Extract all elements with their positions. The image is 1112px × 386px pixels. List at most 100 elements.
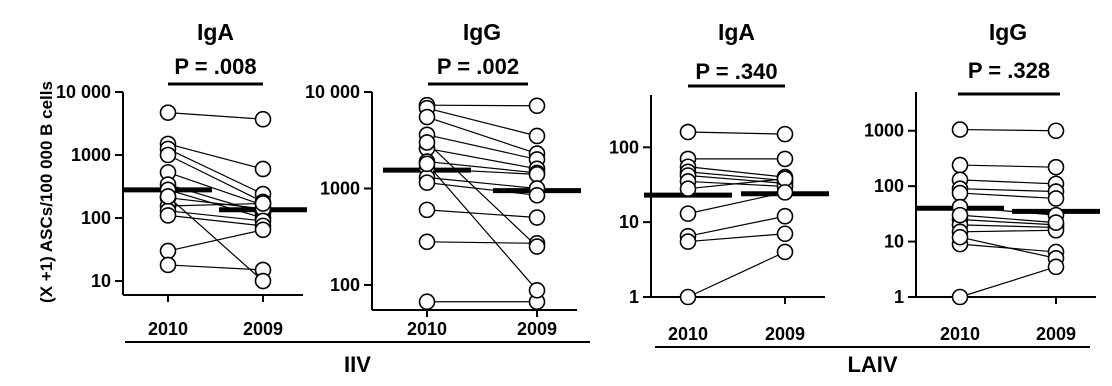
data-point [776, 170, 794, 188]
pair-line [167, 148, 264, 195]
data-point [418, 293, 436, 311]
pair-line [167, 112, 264, 120]
pair-line [167, 264, 264, 271]
data-point [528, 186, 546, 204]
panel-title: IgG [463, 19, 501, 45]
pair-line [426, 142, 538, 247]
y-tick-label: 10 [884, 232, 904, 252]
pair-line [167, 189, 264, 219]
pair-line [959, 188, 1057, 193]
data-point [418, 134, 436, 151]
pair-line [167, 210, 264, 222]
data-point [528, 238, 546, 255]
data-point [776, 125, 794, 143]
y-tick-label: 100 [330, 275, 360, 295]
data-point [776, 225, 794, 243]
pair-line [167, 202, 264, 207]
data-point [776, 150, 794, 168]
pair-line [959, 236, 1057, 259]
data-point [159, 256, 177, 274]
data-point [254, 160, 272, 178]
y-tick-label: 1000 [864, 121, 904, 141]
data-point [951, 156, 969, 174]
data-point [254, 110, 272, 128]
data-point [159, 188, 177, 205]
pair-line [959, 266, 1057, 298]
data-point [1047, 258, 1065, 276]
x-tick-label: 2010 [668, 324, 708, 344]
x-tick-label: 2010 [940, 324, 980, 344]
data-point [418, 233, 436, 251]
data-point [418, 155, 436, 173]
panel-title: IgA [718, 19, 755, 45]
data-point [528, 166, 546, 183]
data-point [1047, 190, 1065, 207]
pair-line [959, 229, 1057, 233]
data-point [951, 206, 969, 224]
data-point [1047, 122, 1065, 140]
pair-line [687, 174, 786, 184]
pair-line [687, 166, 786, 178]
data-point [951, 228, 969, 246]
data-point [679, 233, 697, 250]
p-value-label: P = .008 [174, 54, 256, 79]
y-tick-label: 1000 [320, 178, 360, 198]
data-point [776, 207, 794, 225]
pair-line [959, 192, 1057, 200]
pair-line [167, 229, 264, 252]
pair-line [687, 131, 786, 135]
panel-title: IgA [197, 19, 234, 45]
data-point [254, 272, 272, 290]
y-tick-label: 100 [609, 137, 639, 157]
data-point [679, 180, 697, 197]
pair-line [167, 195, 264, 282]
data-point [254, 195, 272, 212]
data-point [679, 288, 697, 306]
panel-1: IgA P = .008 10 100 1000 10 000 2010 2009 [56, 19, 307, 339]
p-value-label: P = .340 [695, 59, 777, 84]
pair-line [426, 134, 538, 161]
data-point [951, 288, 969, 306]
pair-line [959, 128, 1057, 132]
data-point [254, 221, 272, 239]
x-tick-label: 2010 [148, 319, 188, 339]
x-tick-label: 2009 [243, 319, 283, 339]
data-point [418, 108, 436, 126]
pair-line [687, 171, 786, 182]
data-point [159, 146, 177, 164]
data-point [1047, 214, 1065, 231]
data-point [776, 184, 794, 201]
x-tick-label: 2009 [1036, 324, 1076, 344]
pair-line [426, 241, 538, 244]
pair-line [687, 233, 786, 243]
data-point [159, 104, 177, 121]
p-value-label: P = .002 [437, 54, 519, 79]
pair-line [426, 163, 538, 291]
pair-line [959, 214, 1057, 224]
data-point [528, 97, 546, 115]
pair-line [426, 160, 538, 174]
data-point [679, 123, 697, 141]
group-label: IIV [344, 352, 371, 377]
y-tick-label: 100 [874, 176, 904, 196]
data-point [679, 205, 697, 222]
data-point [951, 121, 969, 138]
pair-line [959, 224, 1057, 229]
y-tick-label: 100 [81, 208, 111, 228]
pair-line [167, 214, 264, 227]
y-tick-label: 10 000 [56, 82, 111, 102]
data-point [418, 201, 436, 219]
panel-2: IgG P = .002 100 1000 10 000 2010 2009 [305, 19, 581, 339]
data-point [159, 207, 177, 224]
data-point [418, 174, 436, 191]
pair-line [167, 143, 264, 170]
pair-line [959, 164, 1057, 168]
pair-line [426, 116, 538, 155]
y-tick-label: 1000 [71, 145, 111, 165]
data-point [951, 184, 969, 202]
p-value-label: P = .328 [968, 58, 1050, 83]
pair-line [426, 176, 538, 190]
pair-line [167, 171, 264, 206]
